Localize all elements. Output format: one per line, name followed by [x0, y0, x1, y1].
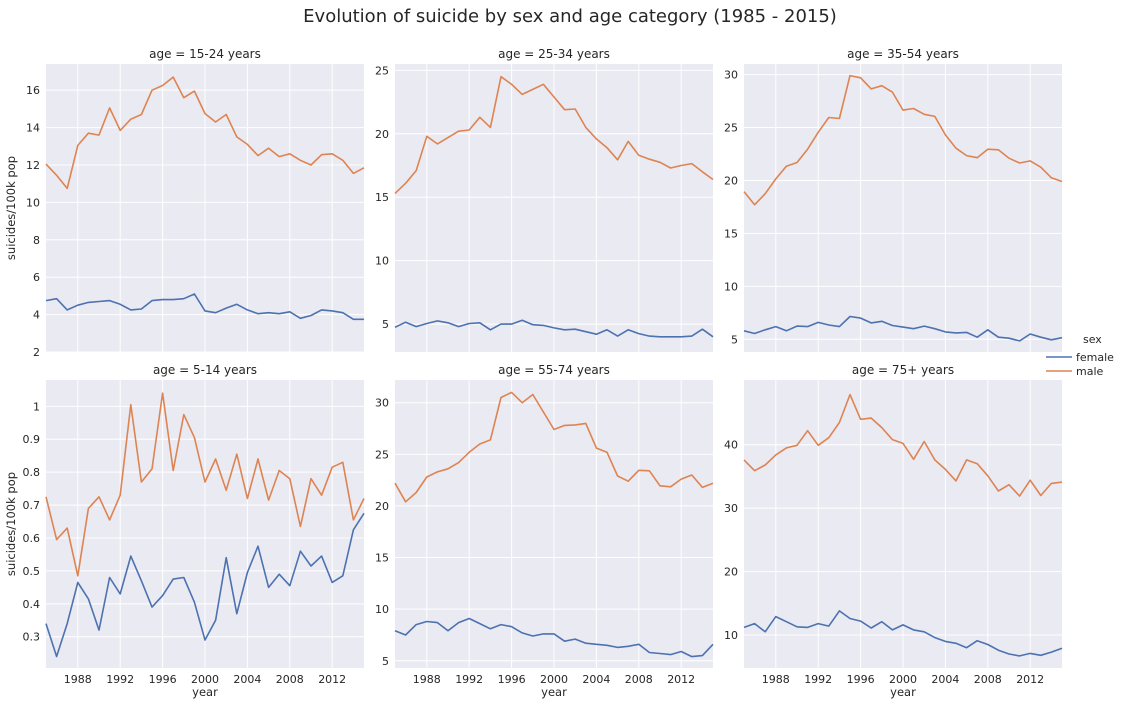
panel-title: age = 5-14 years: [153, 363, 257, 377]
y-tick-label: 40: [724, 439, 738, 452]
series-line-male: [743, 74, 1063, 206]
panel-title: age = 35-54 years: [847, 47, 959, 61]
y-tick-label: 25: [375, 448, 389, 461]
panel-age-35-54-years: 5 10 15 20 25 30 age = 35-54 years: [724, 47, 1063, 352]
series-line-female: [743, 315, 1063, 342]
y-tick-label: 10: [724, 629, 738, 642]
legend: sex female male: [1046, 333, 1114, 378]
x-tick-label: 2000: [540, 673, 568, 686]
panel-title: age = 25-34 years: [498, 47, 610, 61]
y-tick-label: 5: [731, 333, 738, 346]
y-tick-label: 10: [375, 603, 389, 616]
panel-age-55-74-years: 5 10 15 20 25 30 1988 1992 1996 2000 2004 2008 2012 a…: [375, 363, 714, 699]
x-tick-label: 2000: [191, 673, 219, 686]
y-tick-label: 30: [375, 397, 389, 410]
y-tick-label: 12: [26, 159, 40, 172]
y-tick-label: 30: [724, 502, 738, 515]
x-tick-label: 1996: [847, 673, 875, 686]
legend-title: sex: [1083, 333, 1102, 346]
panel-age-25-34-years: 5 10 15 20 25 age = 25-34 years: [375, 47, 714, 352]
x-tick-label: 1992: [455, 673, 483, 686]
panel-age-75-years: 10 20 30 40 1988 1992 1996 2000 2004 2008 2012 age …: [724, 363, 1063, 699]
y-tick-label: 15: [724, 227, 738, 240]
y-tick-label: 15: [375, 552, 389, 565]
y-axis-label: suicides/100k pop: [4, 156, 18, 260]
x-axis-label: year: [192, 685, 218, 699]
y-tick-label: 6: [33, 271, 40, 284]
series-line-female: [743, 610, 1063, 657]
x-tick-label: 1988: [762, 673, 790, 686]
y-tick-label: 0.5: [23, 565, 41, 578]
x-tick-label: 1988: [64, 673, 92, 686]
y-tick-label: 15: [375, 191, 389, 204]
series-line-male: [394, 391, 714, 503]
y-tick-label: 20: [724, 566, 738, 579]
x-tick-label: 1996: [498, 673, 526, 686]
y-tick-label: 20: [724, 174, 738, 187]
y-tick-label: 8: [33, 234, 40, 247]
y-tick-label: 0.8: [23, 466, 41, 479]
y-tick-label: 0.4: [23, 598, 41, 611]
x-axis-label: year: [541, 685, 567, 699]
y-tick-label: 10: [724, 280, 738, 293]
series-line-female: [45, 512, 365, 658]
y-tick-label: 20: [375, 500, 389, 513]
x-tick-label: 1992: [106, 673, 134, 686]
series-line-male: [394, 75, 714, 194]
y-axis-label: suicides/100k pop: [4, 472, 18, 576]
panel-age-5-14-years: 0.3 0.4 0.5 0.6 0.7 0.8 0.9 1 1988 1992 1996 2000 20…: [4, 363, 365, 699]
y-tick-label: 0.6: [23, 532, 41, 545]
x-tick-label: 2000: [889, 673, 917, 686]
panel-age-15-24-years: 2 4 6 8 10 12 14 16 age = 15-24 years suicides/10…: [4, 47, 365, 359]
y-tick-label: 16: [26, 84, 40, 97]
x-tick-label: 1988: [413, 673, 441, 686]
y-tick-label: 30: [724, 69, 738, 82]
x-tick-label: 2004: [931, 673, 959, 686]
x-tick-label: 2008: [276, 673, 304, 686]
x-tick-label: 1992: [804, 673, 832, 686]
y-tick-label: 5: [382, 655, 389, 668]
x-tick-label: 2012: [667, 673, 695, 686]
y-tick-label: 2: [33, 346, 40, 359]
x-tick-label: 2012: [1016, 673, 1044, 686]
y-tick-label: 0.9: [23, 433, 41, 446]
y-tick-label: 0.3: [23, 631, 41, 644]
series-line-male: [743, 393, 1063, 497]
x-tick-label: 2012: [318, 673, 346, 686]
x-tick-label: 2004: [582, 673, 610, 686]
y-tick-label: 10: [375, 255, 389, 268]
series-line-male: [45, 392, 365, 577]
y-tick-label: 1: [33, 400, 40, 413]
series-line-female: [394, 319, 714, 338]
panel-title: age = 15-24 years: [149, 47, 261, 61]
x-axis-label: year: [890, 685, 916, 699]
legend-label-male: male: [1076, 365, 1104, 378]
x-tick-label: 2008: [974, 673, 1002, 686]
series-line-female: [394, 617, 714, 658]
series-line-female: [45, 293, 364, 321]
panel-title: age = 55-74 years: [498, 363, 610, 377]
y-tick-label: 10: [26, 196, 40, 209]
x-tick-label: 2008: [625, 673, 653, 686]
series-line-male: [45, 76, 365, 190]
y-tick-label: 0.7: [23, 499, 41, 512]
panels: 2 4 6 8 10 12 14 16 age = 15-24 years suicides/10…: [4, 47, 1063, 699]
y-tick-label: 20: [375, 128, 389, 141]
chart-title: Evolution of suicide by sex and age cate…: [303, 6, 837, 27]
x-tick-label: 1996: [149, 673, 177, 686]
legend-label-female: female: [1076, 351, 1114, 364]
x-tick-label: 2004: [233, 673, 261, 686]
y-tick-label: 14: [26, 122, 40, 135]
y-tick-label: 25: [724, 122, 738, 135]
y-tick-label: 4: [33, 309, 40, 322]
y-tick-label: 25: [375, 64, 389, 77]
y-tick-label: 5: [382, 318, 389, 331]
panel-title: age = 75+ years: [852, 363, 954, 377]
